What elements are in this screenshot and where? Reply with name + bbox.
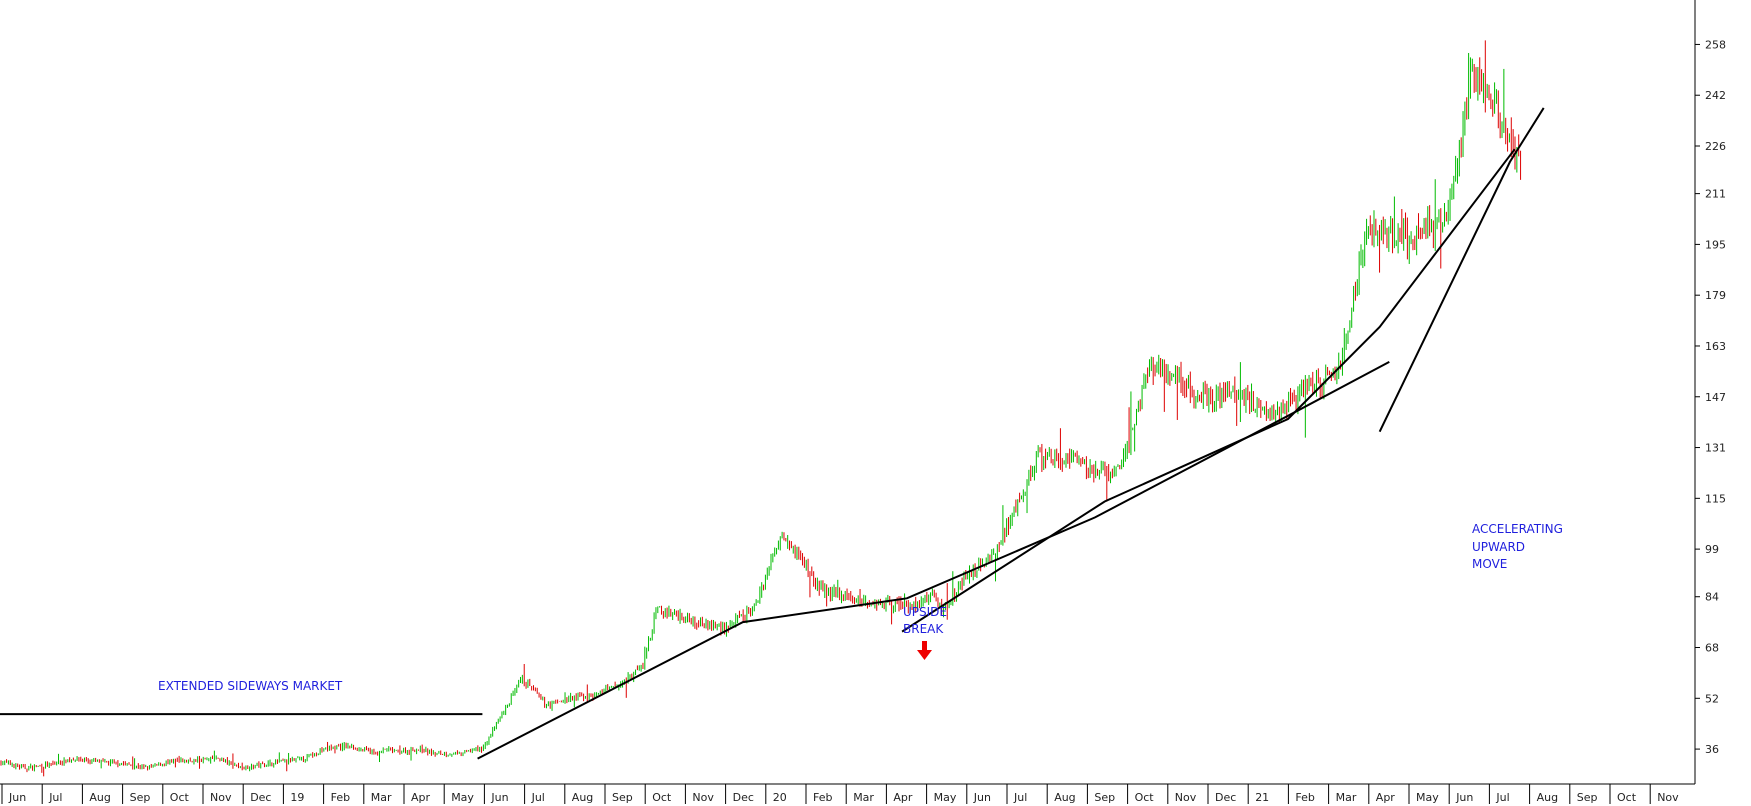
upside-break-arrow: [917, 641, 932, 660]
x-tick-label: Feb: [331, 791, 350, 804]
y-tick-label: 68: [1705, 642, 1719, 655]
y-tick-label: 258: [1705, 38, 1726, 51]
y-tick-label: 52: [1705, 692, 1719, 705]
x-tick-label: May: [934, 791, 957, 804]
trendline-steep-uptrend: [1378, 107, 1545, 433]
annotation-accelerating-line3: MOVE: [1472, 557, 1507, 571]
x-tick-label: Sep: [612, 791, 633, 804]
x-tick-label: Sep: [1094, 791, 1115, 804]
x-tick-label: Dec: [250, 791, 271, 804]
x-tick-label: Jul: [48, 791, 62, 804]
x-tick-label: Nov: [210, 791, 232, 804]
annotation-accelerating-line2: UPWARD: [1472, 540, 1525, 554]
x-tick-label: Apr: [893, 791, 913, 804]
trendline-long-term-uptrend: [477, 360, 1390, 760]
x-tick-label: Jun: [973, 791, 991, 804]
x-tick-label: Jul: [1495, 791, 1509, 804]
x-tick-label: Nov: [692, 791, 714, 804]
x-tick-label: Mar: [853, 791, 874, 804]
x-tick-label: Nov: [1175, 791, 1197, 804]
x-tick-label: Jun: [1455, 791, 1473, 804]
x-tick-label: Aug: [572, 791, 593, 804]
x-tick-label: 19: [290, 791, 304, 804]
x-tick-label: Aug: [1054, 791, 1075, 804]
x-tick-label: Nov: [1657, 791, 1679, 804]
x-tick-label: Dec: [1215, 791, 1236, 804]
x-tick-label: Feb: [1295, 791, 1314, 804]
y-tick-label: 163: [1705, 340, 1726, 353]
y-tick-label: 131: [1705, 442, 1726, 455]
x-tick-label: Sep: [130, 791, 151, 804]
x-tick-label: Apr: [1376, 791, 1396, 804]
y-tick-label: 242: [1705, 89, 1726, 102]
x-tick-label: Jul: [1013, 791, 1027, 804]
x-tick-label: Jun: [8, 791, 26, 804]
x-tick-label: Feb: [813, 791, 832, 804]
y-tick-label: 36: [1705, 743, 1719, 756]
x-tick-label: May: [451, 791, 474, 804]
y-tick-label: 195: [1705, 238, 1726, 251]
annotation-upside-break-line2: BREAK: [903, 622, 944, 636]
x-tick-label: May: [1416, 791, 1439, 804]
y-tick-label: 179: [1705, 289, 1726, 302]
trendline-medium-term-uptrend: [901, 148, 1516, 633]
y-tick-label: 211: [1705, 188, 1726, 201]
x-tick-label: Oct: [652, 791, 672, 804]
x-tick-label: Dec: [733, 791, 754, 804]
annotation-accelerating-line1: ACCELERATING: [1472, 522, 1563, 536]
price-candles: [0, 40, 1522, 777]
x-tick-label: Oct: [1617, 791, 1637, 804]
y-tick-label: 147: [1705, 391, 1726, 404]
x-tick-label: Jul: [531, 791, 545, 804]
x-tick-label: 20: [773, 791, 787, 804]
annotation-upside-break-line1: UPSIDE: [903, 605, 947, 619]
annotation-extended-sideways: EXTENDED SIDEWAYS MARKET: [158, 679, 343, 693]
x-tick-label: Apr: [411, 791, 431, 804]
x-tick-label: Oct: [170, 791, 190, 804]
x-tick-label: Aug: [89, 791, 110, 804]
x-tick-label: Mar: [1336, 791, 1357, 804]
annotations: EXTENDED SIDEWAYS MARKET UPSIDE BREAK AC…: [158, 522, 1563, 693]
y-tick-label: 115: [1705, 492, 1726, 505]
arrow-head: [917, 650, 932, 660]
y-axis: 36 52 68 84 99 115 131 147 163 179 195 211 226 242 258: [1694, 0, 1726, 784]
y-tick-label: 226: [1705, 140, 1726, 153]
y-tick-label: 99: [1705, 543, 1719, 556]
trendlines: [0, 107, 1545, 760]
x-tick-label: Sep: [1577, 791, 1598, 804]
arrow-shaft: [922, 641, 927, 651]
y-tick-label: 84: [1705, 591, 1719, 604]
x-tick-label: Aug: [1537, 791, 1558, 804]
x-axis: Jun Jul Aug Sep Oct Nov Dec 19 Feb Mar Apr May Jun Ju…: [0, 783, 1695, 804]
x-tick-label: Oct: [1135, 791, 1155, 804]
x-tick-label: Mar: [371, 791, 392, 804]
x-tick-label: 21: [1255, 791, 1269, 804]
x-tick-label: Jun: [490, 791, 508, 804]
